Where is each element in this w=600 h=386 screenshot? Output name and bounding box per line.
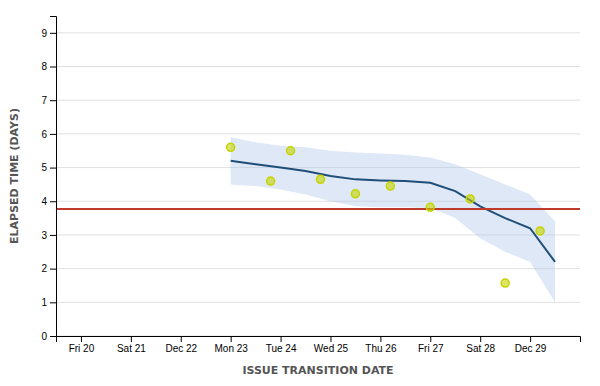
y-tick-label: 8: [41, 61, 47, 72]
x-tick-label: Sat 28: [466, 343, 495, 354]
x-tick-label: Tue 24: [266, 343, 297, 354]
y-tick: 2: [41, 263, 56, 274]
y-axis: 0 1 2 3 4 5 6 7 8 9: [41, 17, 56, 342]
y-tick-mark: [50, 269, 56, 270]
y-axis-title: ELAPSED TIME (DAYS): [8, 108, 21, 244]
y-tick-label: 3: [41, 230, 47, 241]
scatter-point: [287, 147, 295, 155]
x-tick-mark: [131, 336, 132, 342]
y-tick: 6: [41, 129, 56, 140]
y-tick: 8: [41, 61, 56, 72]
y-tick-mark: [50, 100, 56, 101]
x-tick-label: Sat 21: [117, 343, 146, 354]
x-tick-label: Fri 27: [418, 343, 444, 354]
chart: Fri 20 Sat 21 Dec 22 Mon 23 Tue 24 Wed 25 Thu …: [0, 0, 600, 386]
y-tick-mark: [50, 67, 56, 68]
x-tick: Thu 26: [365, 336, 397, 354]
x-tick-mark: [231, 336, 232, 342]
y-axis-line: [50, 17, 57, 337]
x-tick: Wed 25: [314, 336, 349, 354]
y-tick: 5: [41, 162, 56, 173]
y-tick-mark: [50, 235, 56, 236]
grid-line: [56, 66, 580, 67]
y-tick-label: 2: [41, 263, 47, 274]
x-tick-mark: [480, 336, 481, 342]
x-tick-mark: [430, 336, 431, 342]
grid-line: [56, 133, 580, 134]
y-tick-mark: [50, 134, 56, 135]
x-tick-mark: [81, 336, 82, 342]
x-tick: Dec 22: [165, 336, 197, 354]
y-tick: 3: [41, 230, 56, 241]
y-tick: 4: [41, 196, 56, 207]
y-tick-mark: [50, 336, 56, 337]
scatter-point: [351, 190, 359, 198]
y-tick-mark: [50, 201, 56, 202]
y-tick-label: 7: [41, 95, 47, 106]
x-tick-label: Dec 22: [165, 343, 197, 354]
x-tick-label: Fri 20: [69, 343, 95, 354]
scatter-point: [227, 143, 235, 151]
marks: [56, 137, 580, 302]
x-tick: Tue 24: [266, 336, 297, 354]
y-tick-label: 1: [41, 297, 47, 308]
x-tick-mark: [380, 336, 381, 342]
trend-line: [231, 161, 555, 262]
grid-line: [56, 268, 580, 269]
x-tick-mark: [530, 336, 531, 342]
x-tick-label: Mon 23: [214, 343, 248, 354]
y-tick: 1: [41, 297, 56, 308]
x-tick-mark: [181, 336, 182, 342]
x-axis-title: ISSUE TRANSITION DATE: [242, 364, 393, 377]
y-tick-mark: [50, 33, 56, 34]
x-tick-label: Thu 26: [365, 343, 397, 354]
scatter-point: [536, 227, 544, 235]
grid-line: [56, 32, 580, 33]
plot: Fri 20 Sat 21 Dec 22 Mon 23 Tue 24 Wed 25 Thu …: [8, 17, 581, 378]
y-tick: 7: [41, 95, 56, 106]
scatter-point: [267, 177, 275, 185]
y-tick-mark: [50, 168, 56, 169]
scatter-point: [386, 182, 394, 190]
scatter-point: [466, 195, 474, 203]
scatter-point: [316, 175, 324, 183]
y-tick-label: 0: [41, 331, 47, 342]
x-tick: Dec 29: [515, 336, 547, 354]
grid: [56, 33, 580, 336]
y-tick-mark: [50, 302, 56, 303]
scatter-point: [426, 203, 434, 211]
x-axis-line: [57, 337, 581, 343]
y-tick-label: 6: [41, 129, 47, 140]
x-tick-mark: [330, 336, 331, 342]
x-tick: Mon 23: [214, 336, 248, 354]
x-tick: Sat 28: [466, 336, 495, 354]
grid-line: [56, 302, 580, 303]
y-tick-label: 9: [41, 28, 47, 39]
x-tick-mark: [281, 336, 282, 342]
x-tick: Fri 27: [418, 336, 444, 354]
scatter-point: [501, 279, 509, 287]
x-tick-label: Dec 29: [515, 343, 547, 354]
y-tick: 0: [41, 331, 56, 342]
scatter-points: [227, 143, 544, 287]
x-tick: Sat 21: [117, 336, 146, 354]
y-tick: 9: [41, 28, 56, 39]
y-tick-label: 4: [41, 196, 47, 207]
x-tick-label: Wed 25: [314, 343, 349, 354]
y-tick-label: 5: [41, 162, 47, 173]
confidence-band: [231, 137, 555, 302]
x-tick: Fri 20: [69, 336, 95, 354]
x-axis: Fri 20 Sat 21 Dec 22 Mon 23 Tue 24 Wed 25 Thu …: [57, 336, 581, 354]
grid-line: [56, 100, 580, 101]
reference-line: [56, 208, 580, 210]
